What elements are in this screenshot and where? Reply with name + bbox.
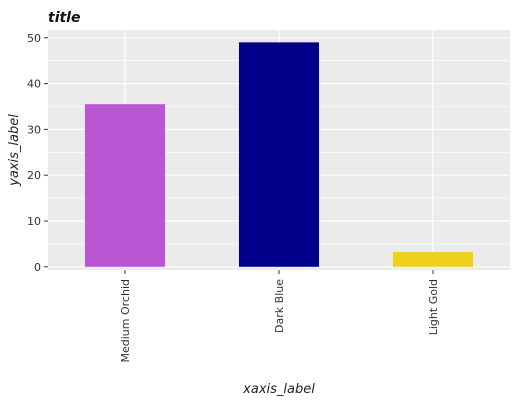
chart-title: title [48, 10, 80, 26]
y-tick-label: 50 [27, 32, 41, 45]
x-tick-label: Medium Orchid [119, 279, 132, 362]
y-tick-label: 30 [27, 123, 41, 136]
x-tick-label: Light Gold [427, 279, 440, 335]
y-tick-label: 20 [27, 169, 41, 182]
bar-light-gold [392, 252, 474, 267]
y-axis: 0 10 20 30 40 50 [27, 32, 48, 274]
y-tick-label: 10 [27, 215, 41, 228]
y-tick-label: 40 [27, 78, 41, 91]
x-tick-label: Dark Blue [273, 279, 286, 333]
x-axis-title: xaxis_label [242, 382, 315, 397]
y-axis-title: yaxis_label [7, 114, 22, 187]
bar-dark-blue [238, 42, 320, 267]
x-axis: Medium Orchid Dark Blue Light Gold [119, 270, 440, 362]
bar-medium-orchid [84, 104, 166, 267]
y-tick-label: 0 [34, 261, 41, 274]
bars [84, 42, 474, 267]
